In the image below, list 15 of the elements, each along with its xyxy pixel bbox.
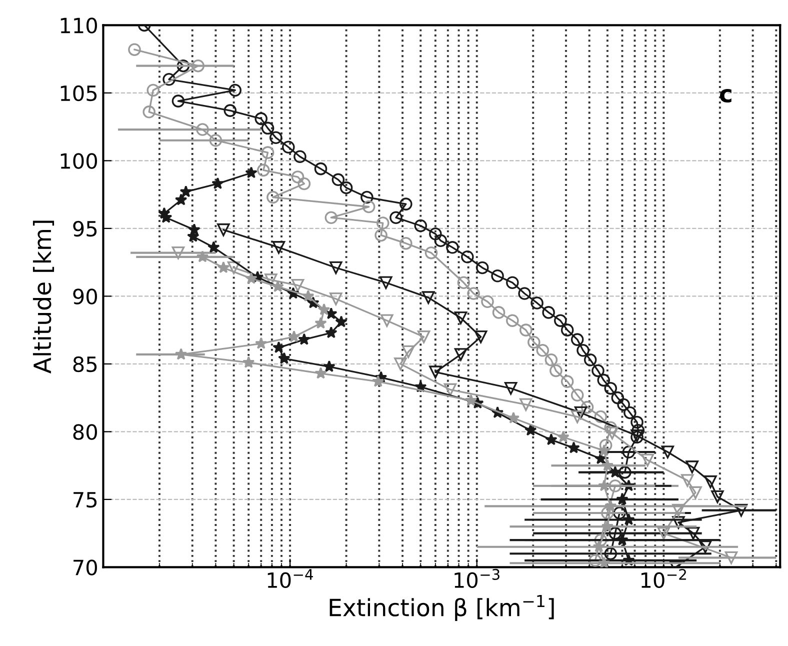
y-tick-label: 70 bbox=[74, 560, 97, 576]
x-axis-title: Extinction β [km$^{−1}$] bbox=[330, 594, 554, 621]
y-tick-label: 80 bbox=[73, 424, 97, 440]
y-tick-label: 95 bbox=[73, 220, 97, 237]
y-tick-label: 105 bbox=[60, 85, 97, 102]
y-tick-label: 85 bbox=[73, 356, 97, 372]
y-tick-label: 100 bbox=[60, 153, 97, 169]
y-axis-title: Altitude [km] bbox=[32, 220, 54, 374]
x-tick-label: 10$^{−2}$ bbox=[641, 568, 686, 588]
y-tick-label: 110 bbox=[60, 18, 97, 34]
y-tick-label: 90 bbox=[73, 288, 97, 304]
x-tick-label: 10$^{−3}$ bbox=[454, 568, 500, 588]
y-tick-label: 75 bbox=[74, 492, 97, 508]
annotation: c bbox=[720, 88, 732, 103]
x-tick-label: 10$^{−4}$ bbox=[268, 569, 313, 588]
